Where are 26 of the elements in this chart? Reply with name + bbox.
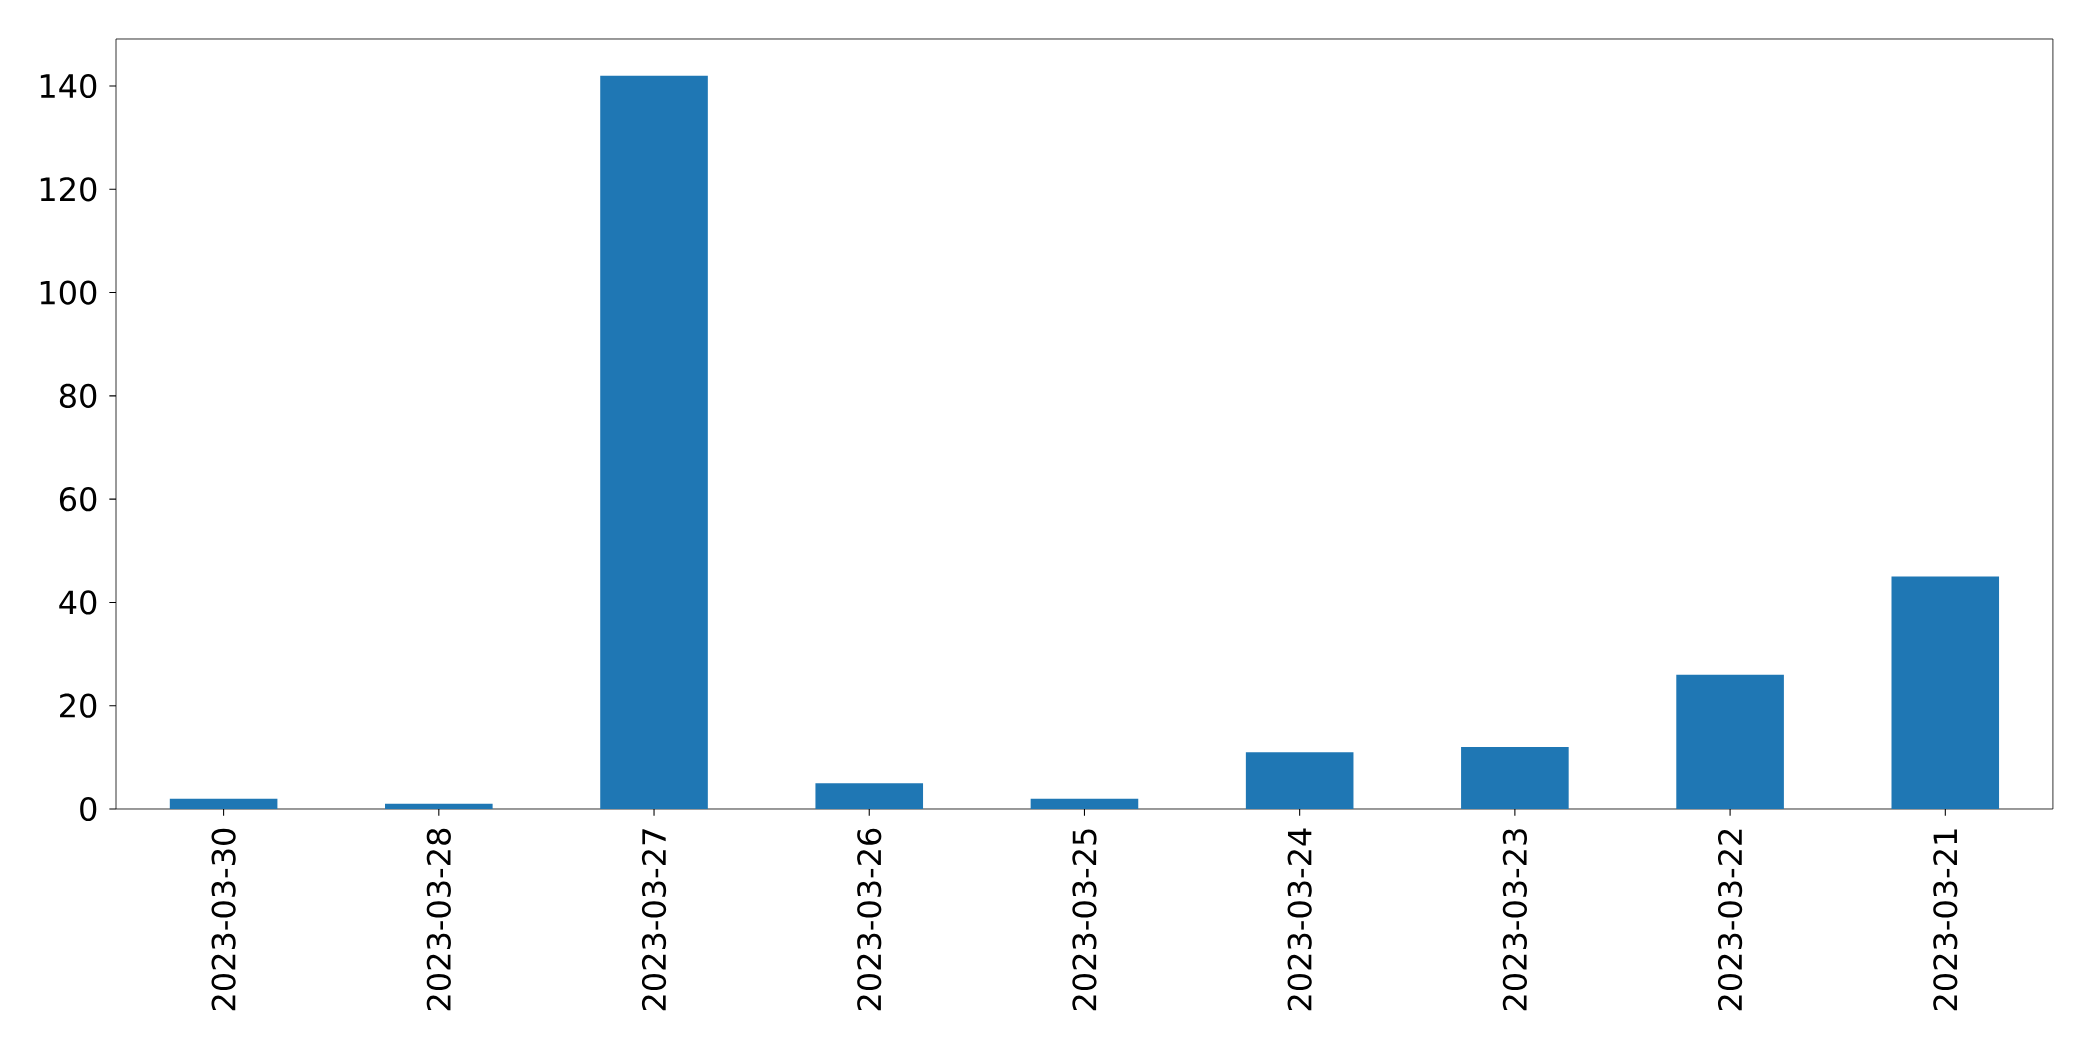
x-tick-label: 2023-03-24 (1287, 828, 1312, 1011)
x-tick-label: 2023-03-22 (1717, 829, 1743, 1011)
x-tick-label: 2023-03-26 (857, 828, 882, 1011)
x-tick-label: 2023-03-27 (641, 829, 667, 1011)
x-tick-label: 2023-03-25 (1072, 829, 1097, 1011)
y-tick-label: 60 (59, 487, 97, 512)
x-tick-label: 2023-03-21 (1933, 829, 1958, 1011)
bar (815, 783, 924, 809)
y-tick-label: 0 (80, 796, 97, 822)
bar (1245, 752, 1354, 809)
y-tick-label: 140 (40, 73, 97, 99)
x-tick-label: 2023-03-28 (426, 828, 451, 1011)
y-tick-label: 120 (40, 177, 97, 202)
bar (1891, 576, 2000, 809)
y-tick-label: 20 (60, 693, 97, 718)
y-tick-label: 40 (59, 590, 97, 615)
bar (1461, 747, 1569, 809)
bar (1030, 798, 1139, 809)
y-tick-label: 100 (40, 280, 97, 305)
y-tick-label: 80 (59, 383, 97, 408)
bar (169, 798, 278, 809)
bar (600, 75, 708, 809)
x-tick-label: 2023-03-23 (1502, 829, 1527, 1011)
x-tick-label: 2023-03-30 (211, 828, 236, 1011)
bar (385, 803, 493, 809)
bar (1676, 674, 1784, 809)
